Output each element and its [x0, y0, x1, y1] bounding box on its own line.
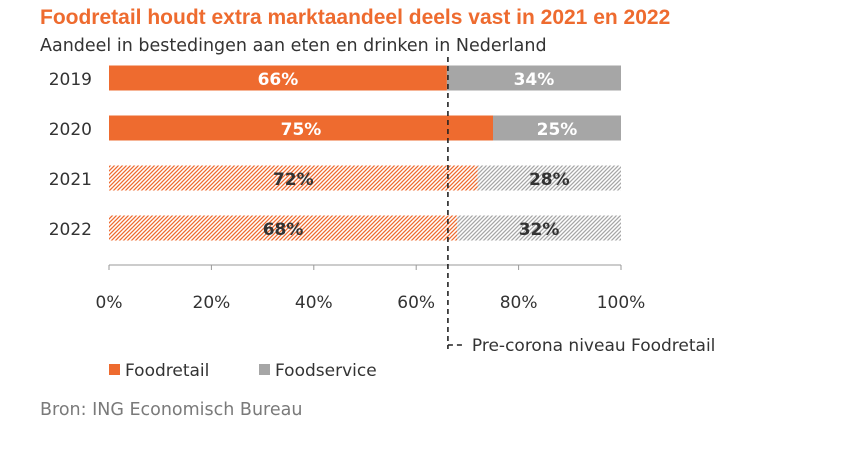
bar-foodservice	[457, 215, 621, 241]
data-label-foodretail: 66%	[258, 70, 299, 90]
data-label-foodretail: 68%	[263, 220, 304, 240]
legend-label-foodservice: Foodservice	[275, 361, 377, 381]
category-label: 2021	[49, 170, 92, 190]
category-label: 2022	[49, 220, 92, 240]
bar-foodretail	[109, 165, 478, 191]
data-label-foodservice: 28%	[529, 170, 570, 190]
data-label-foodservice: 25%	[537, 120, 578, 140]
x-tick-label: 40%	[295, 293, 333, 313]
data-label-foodservice: 32%	[519, 220, 560, 240]
legend-swatch-foodservice	[259, 364, 270, 375]
x-tick-label: 100%	[597, 293, 646, 313]
x-tick-label: 0%	[96, 293, 123, 313]
bar-foodservice	[477, 165, 621, 191]
bar-foodservice	[493, 115, 621, 141]
x-tick-label: 80%	[500, 293, 538, 313]
bar-foodretail	[109, 65, 447, 91]
chart-subtitle: Aandeel in bestedingen aan eten en drink…	[40, 36, 547, 56]
x-tick-label: 60%	[397, 293, 435, 313]
reference-line-label: Pre-corona niveau Foodretail	[472, 336, 716, 356]
category-label: 2020	[49, 120, 92, 140]
bar-foodretail	[109, 115, 493, 141]
bar-foodretail	[109, 215, 458, 241]
chart-title: Foodretail houdt extra marktaandeel deel…	[40, 6, 671, 29]
data-label-foodretail: 72%	[273, 170, 314, 190]
legend-swatch-foodretail	[109, 364, 120, 375]
bar-foodservice	[446, 65, 621, 91]
legend-label-foodretail: Foodretail	[125, 361, 209, 381]
data-label-foodretail: 75%	[281, 120, 322, 140]
stacked-bar-chart: 2019 66% 34% 2020 75% 25% 2021 72% 28% 2022 68% 32%…	[49, 57, 716, 381]
category-label: 2019	[49, 70, 92, 90]
source-note: Bron: ING Economisch Bureau	[40, 400, 303, 420]
x-tick-label: 20%	[193, 293, 231, 313]
data-label-foodservice: 34%	[514, 70, 555, 90]
